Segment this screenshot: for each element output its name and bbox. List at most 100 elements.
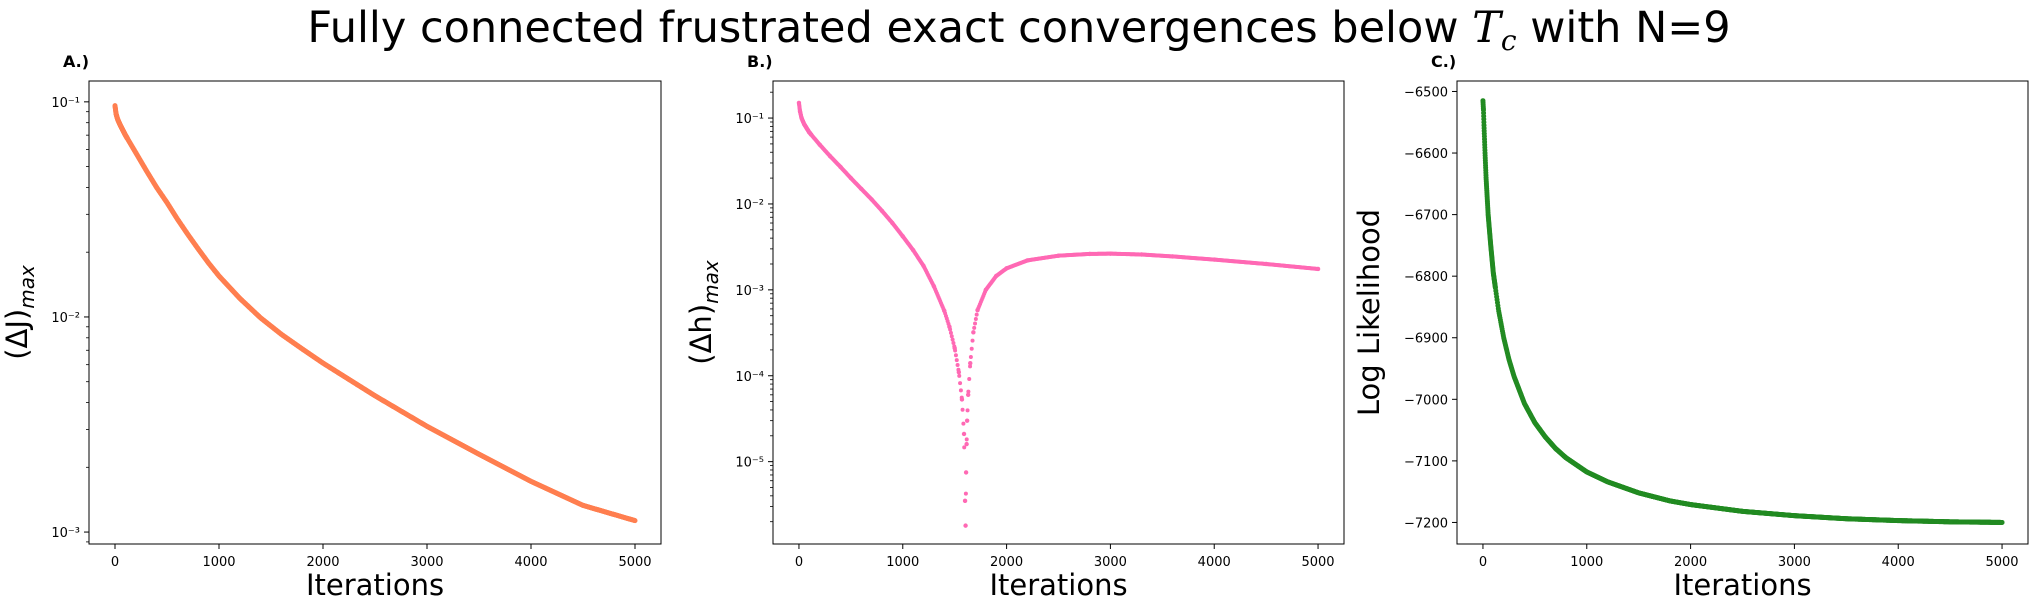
x-tick-label: 4000 bbox=[1882, 555, 1915, 570]
x-tick-label: 2000 bbox=[1674, 555, 1707, 570]
x-tick-label: 2000 bbox=[306, 555, 339, 570]
data-point bbox=[1139, 252, 1144, 257]
data-point bbox=[957, 373, 962, 378]
data-point bbox=[133, 150, 138, 155]
data-point bbox=[838, 164, 843, 170]
data-point bbox=[956, 370, 962, 375]
data-point bbox=[1056, 253, 1061, 258]
data-point bbox=[206, 260, 211, 266]
data-point bbox=[931, 284, 937, 289]
data-point bbox=[1483, 175, 1489, 180]
chart-panel-0: 0 1000 2000 3000 4000 5000 10⁻³ 10⁻² 10⁻¹ A.) Iter… bbox=[0, 52, 662, 602]
chart-panel-2: 0 1000 2000 3000 4000 5000 −7200 −7100 −7000 −690… bbox=[1352, 52, 2029, 602]
data-point bbox=[1315, 266, 1321, 272]
data-point bbox=[869, 197, 874, 202]
data-point bbox=[164, 200, 170, 205]
data-point bbox=[910, 247, 916, 253]
data-point bbox=[1667, 498, 1673, 504]
data-point bbox=[968, 361, 973, 366]
data-point bbox=[154, 185, 159, 190]
data-point bbox=[951, 341, 956, 346]
data-point bbox=[950, 337, 955, 342]
data-point bbox=[1480, 98, 1486, 103]
data-point bbox=[968, 364, 973, 369]
data-point bbox=[113, 111, 119, 116]
data-point bbox=[1532, 420, 1538, 425]
x-tick-label: 0 bbox=[1479, 555, 1487, 570]
y-tick-label: 10⁻¹ bbox=[51, 96, 80, 111]
data-point bbox=[185, 232, 190, 237]
data-point bbox=[963, 523, 968, 528]
data-point bbox=[1170, 254, 1175, 259]
x-tick-label: 1000 bbox=[886, 555, 919, 570]
y-tick-label: −7100 bbox=[1404, 455, 1448, 470]
data-point bbox=[1511, 374, 1517, 379]
data-point bbox=[953, 353, 958, 358]
y-tick-label: 10⁻³ bbox=[51, 526, 80, 541]
data-point bbox=[975, 307, 980, 313]
y-tick-label: 10⁻⁴ bbox=[735, 370, 764, 385]
data-point bbox=[947, 324, 952, 330]
data-point bbox=[1896, 518, 1901, 523]
data-point bbox=[632, 518, 638, 523]
data-point bbox=[1543, 434, 1548, 440]
data-point bbox=[1488, 243, 1493, 248]
y-tick-label: 10⁻³ bbox=[735, 284, 764, 299]
data-point bbox=[971, 330, 976, 335]
data-point bbox=[1844, 516, 1849, 521]
data-point bbox=[144, 168, 149, 173]
x-axis-label: Iterations bbox=[306, 568, 444, 602]
data-point bbox=[972, 325, 977, 330]
data-point bbox=[196, 246, 201, 252]
y-tick-label: 10⁻² bbox=[735, 198, 764, 213]
data-point bbox=[827, 153, 833, 159]
data-point bbox=[960, 407, 965, 412]
data-point bbox=[848, 175, 854, 181]
data-point bbox=[965, 408, 970, 413]
x-tick-label: 3000 bbox=[410, 555, 443, 570]
data-point bbox=[1212, 257, 1217, 262]
figure-title-suffix: with N=9 bbox=[1516, 3, 1731, 53]
panel-label: B.) bbox=[747, 52, 773, 71]
data-point bbox=[1263, 261, 1269, 267]
x-tick-label: 0 bbox=[111, 555, 119, 570]
axes-frame bbox=[88, 80, 662, 545]
data-point bbox=[799, 115, 804, 121]
data-point bbox=[1740, 509, 1745, 514]
data-point bbox=[580, 503, 586, 508]
data-point bbox=[962, 498, 968, 504]
x-axis-label: Iterations bbox=[1673, 568, 1811, 602]
data-point bbox=[1553, 446, 1558, 451]
data-point bbox=[237, 296, 242, 301]
x-tick-label: 4000 bbox=[514, 555, 547, 570]
data-point bbox=[963, 491, 968, 496]
data-point bbox=[983, 287, 989, 293]
data-point bbox=[1688, 502, 1693, 507]
data-point bbox=[1482, 150, 1488, 156]
data-point bbox=[1004, 266, 1009, 271]
x-tick-label: 3000 bbox=[1094, 555, 1127, 570]
data-point bbox=[1584, 469, 1589, 475]
y-tick-label: 10⁻² bbox=[51, 311, 80, 326]
data-point bbox=[1485, 212, 1491, 217]
y-axis-label: (Δh)max bbox=[684, 260, 723, 365]
data-point bbox=[964, 418, 970, 423]
y-tick-label: 10⁻⁵ bbox=[735, 456, 764, 471]
data-point bbox=[900, 234, 905, 239]
data-point bbox=[949, 334, 954, 339]
data-point bbox=[859, 186, 864, 192]
series-markers bbox=[796, 100, 1321, 528]
y-axis-label: Log Likelihood bbox=[1352, 209, 1386, 416]
data-point bbox=[1522, 401, 1527, 406]
data-point bbox=[1496, 307, 1501, 313]
x-tick-label: 2000 bbox=[990, 555, 1023, 570]
data-point bbox=[797, 109, 803, 114]
data-point bbox=[958, 381, 963, 386]
data-point bbox=[1947, 519, 1953, 525]
data-point bbox=[959, 397, 965, 402]
data-point bbox=[970, 338, 975, 343]
series-markers bbox=[1480, 98, 2005, 525]
data-point bbox=[1108, 251, 1113, 256]
data-point bbox=[320, 360, 326, 366]
data-point bbox=[962, 445, 967, 450]
